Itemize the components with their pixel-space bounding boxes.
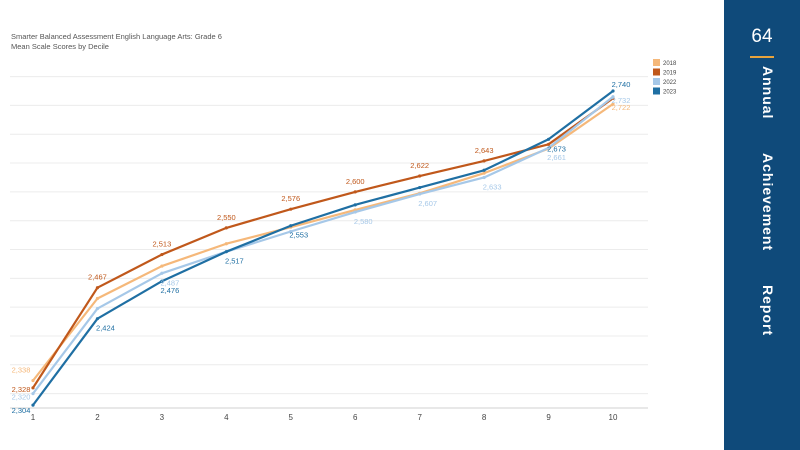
- report-title-word-annual: Annual: [760, 66, 776, 120]
- data-label: 2,553: [289, 231, 308, 240]
- data-point: [482, 175, 486, 180]
- data-point: [31, 391, 35, 396]
- report-title-word-achievement: Achievement: [760, 153, 776, 252]
- data-point: [160, 279, 164, 283]
- x-tick-label: 1: [31, 413, 36, 422]
- data-label: 2,576: [281, 194, 300, 203]
- data-point: [353, 190, 357, 194]
- data-point: [418, 174, 422, 178]
- chart-title: Smarter Balanced Assessment English Lang…: [11, 32, 222, 52]
- legend-swatch-2018: [653, 59, 660, 66]
- legend-swatch-2019: [653, 68, 660, 76]
- x-tick-label: 6: [353, 413, 358, 422]
- series-line-2018: [32, 103, 614, 382]
- data-label: 2,338: [12, 366, 31, 375]
- data-point: [289, 224, 293, 228]
- page-number-accent-bar: [750, 56, 774, 58]
- data-point: [224, 250, 228, 254]
- chart-title-line-2: Mean Scale Scores by Decile: [11, 42, 109, 51]
- legend-label-2019: 2019: [663, 71, 677, 77]
- data-point: [31, 403, 35, 407]
- legend-label-2018: 2018: [663, 61, 677, 67]
- data-point: [95, 286, 100, 290]
- data-point: [482, 159, 486, 163]
- data-label: 2,487: [160, 278, 179, 287]
- report-title-vertical: Annual Achievement Report: [750, 66, 776, 336]
- data-label: 2,673: [547, 144, 566, 153]
- data-point: [95, 306, 100, 311]
- data-label: 2,633: [483, 182, 502, 191]
- x-tick-label: 10: [609, 413, 618, 422]
- data-label: 2,550: [217, 213, 236, 222]
- x-tick-label: 8: [482, 413, 487, 422]
- data-label: 2,600: [346, 177, 365, 186]
- data-label: 2,661: [547, 153, 566, 162]
- data-point: [546, 142, 551, 146]
- x-tick-label: 2: [95, 413, 100, 422]
- data-point: [353, 210, 357, 214]
- legend-label-2023: 2023: [663, 90, 677, 96]
- data-point: [289, 229, 293, 234]
- data-point: [95, 317, 100, 321]
- data-label: 2,580: [354, 217, 373, 226]
- data-label: 2,722: [612, 103, 631, 112]
- data-label: 2,622: [410, 161, 429, 170]
- x-tick-label: 4: [224, 413, 229, 422]
- data-point: [482, 171, 486, 175]
- x-tick-label: 5: [289, 413, 294, 422]
- data-point: [546, 137, 551, 141]
- data-point: [224, 242, 228, 246]
- x-tick-label: 3: [160, 413, 165, 422]
- data-point: [353, 203, 357, 207]
- data-point: [611, 102, 615, 106]
- data-point: [95, 296, 100, 301]
- data-label: 2,732: [612, 96, 631, 105]
- series-line-2022: [32, 95, 614, 395]
- data-label: 2,643: [475, 146, 494, 155]
- data-label: 2,607: [418, 199, 437, 208]
- data-point: [160, 264, 164, 268]
- data-label: 2,467: [88, 273, 107, 282]
- data-point: [160, 252, 164, 257]
- data-label: 2,320: [12, 393, 31, 402]
- data-label: 2,328: [12, 385, 31, 394]
- x-tick-label: 9: [546, 413, 551, 422]
- data-point: [418, 185, 422, 190]
- data-point: [418, 192, 422, 196]
- report-sidebar: 64 Annual Achievement Report: [724, 0, 800, 450]
- data-point: [611, 95, 615, 99]
- page-number: 64: [751, 26, 773, 47]
- line-chart: 1 2 3 4 5 6 7 8 9 10 2,338 2,722 2,328 2,467 2,513 2,55…: [10, 59, 677, 422]
- report-title-word-report: Report: [760, 284, 776, 336]
- series-line-2019: [32, 97, 614, 389]
- data-label: 2,513: [152, 240, 171, 249]
- data-label: 2,517: [225, 257, 244, 266]
- data-point: [31, 386, 35, 390]
- data-point: [289, 207, 293, 211]
- data-point: [31, 379, 35, 383]
- data-point: [546, 146, 551, 150]
- legend-swatch-2023: [653, 87, 660, 95]
- x-tick-label: 7: [417, 413, 422, 422]
- data-label: 2,304: [12, 406, 31, 415]
- data-point: [160, 271, 164, 275]
- legend-label-2022: 2022: [663, 80, 677, 86]
- data-point: [611, 89, 615, 93]
- data-label: 2,740: [612, 80, 631, 89]
- legend-swatch-2022: [653, 78, 660, 85]
- data-label: 2,476: [160, 286, 179, 295]
- chart-title-line-1: Smarter Balanced Assessment English Lang…: [11, 32, 222, 41]
- series-line-2023: [32, 90, 614, 406]
- data-point: [224, 226, 228, 230]
- data-label: 2,424: [96, 324, 115, 333]
- data-point: [482, 168, 486, 172]
